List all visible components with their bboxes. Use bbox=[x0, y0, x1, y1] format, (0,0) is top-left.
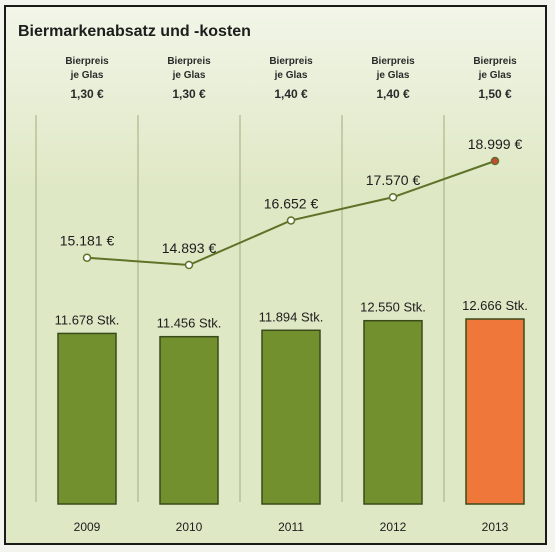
line-point bbox=[286, 216, 296, 225]
price-caption: Bierpreis bbox=[473, 56, 517, 67]
price-caption: Bierpreis bbox=[167, 56, 211, 67]
price-value: 1,30 € bbox=[70, 87, 104, 101]
price-block: Bierpreis je Glas 1,40 € bbox=[241, 55, 341, 105]
bar-2009 bbox=[57, 332, 117, 505]
price-caption: je Glas bbox=[70, 70, 104, 81]
price-caption: Bierpreis bbox=[371, 56, 415, 67]
price-value: 1,50 € bbox=[478, 87, 512, 101]
line-point bbox=[82, 253, 92, 262]
price-block: Bierpreis je Glas 1,30 € bbox=[37, 55, 137, 105]
line-point bbox=[490, 156, 500, 166]
line-point bbox=[184, 260, 194, 270]
line-label: 14.893 € bbox=[162, 240, 217, 256]
chart-title: Biermarkenabsatz und -kosten bbox=[18, 23, 251, 40]
line-label: 16.652 € bbox=[264, 195, 319, 211]
price-caption: je Glas bbox=[376, 70, 410, 81]
bar-2010 bbox=[159, 335, 219, 505]
price-caption: je Glas bbox=[274, 70, 308, 81]
price-caption: Bierpreis bbox=[65, 56, 109, 67]
line-label: 18.999 € bbox=[468, 136, 523, 152]
price-caption: je Glas bbox=[478, 70, 512, 81]
bar-label: 11.678 Stk. bbox=[55, 312, 120, 327]
bar-2013 bbox=[465, 318, 525, 505]
chart-frame: 11.678 Stk. 11.456 Stk. 11.894 Stk. 12.550 … bbox=[4, 5, 547, 545]
bar-label: 11.456 Stk. bbox=[157, 316, 222, 331]
bar-2012 bbox=[363, 319, 423, 505]
line-label: 17.570 € bbox=[366, 172, 421, 188]
bar-label: 12.666 Stk. bbox=[462, 298, 528, 313]
price-caption: Bierpreis bbox=[269, 56, 313, 67]
bar-label: 12.550 Stk. bbox=[360, 300, 426, 315]
chart-canvas: 11.678 Stk. 11.456 Stk. 11.894 Stk. 12.550 … bbox=[35, 115, 528, 534]
price-caption: je Glas bbox=[172, 70, 206, 81]
bar-label: 11.894 Stk. bbox=[259, 309, 324, 324]
x-tick-label: 2013 bbox=[482, 520, 509, 534]
price-value: 1,40 € bbox=[274, 87, 308, 101]
price-block: Bierpreis je Glas 1,30 € bbox=[139, 55, 239, 105]
x-tick-label: 2011 bbox=[278, 520, 304, 534]
cost-line bbox=[86, 160, 496, 267]
price-block: Bierpreis je Glas 1,50 € bbox=[445, 55, 545, 105]
bar-2011 bbox=[261, 329, 321, 505]
x-tick-label: 2012 bbox=[380, 520, 407, 534]
price-block: Bierpreis je Glas 1,40 € bbox=[343, 55, 443, 105]
line-point bbox=[388, 192, 398, 202]
line-label: 15.181 € bbox=[60, 233, 115, 249]
x-tick-label: 2009 bbox=[74, 520, 101, 534]
price-value: 1,40 € bbox=[376, 87, 410, 101]
x-tick-label: 2010 bbox=[176, 520, 203, 534]
price-value: 1,30 € bbox=[172, 87, 206, 101]
